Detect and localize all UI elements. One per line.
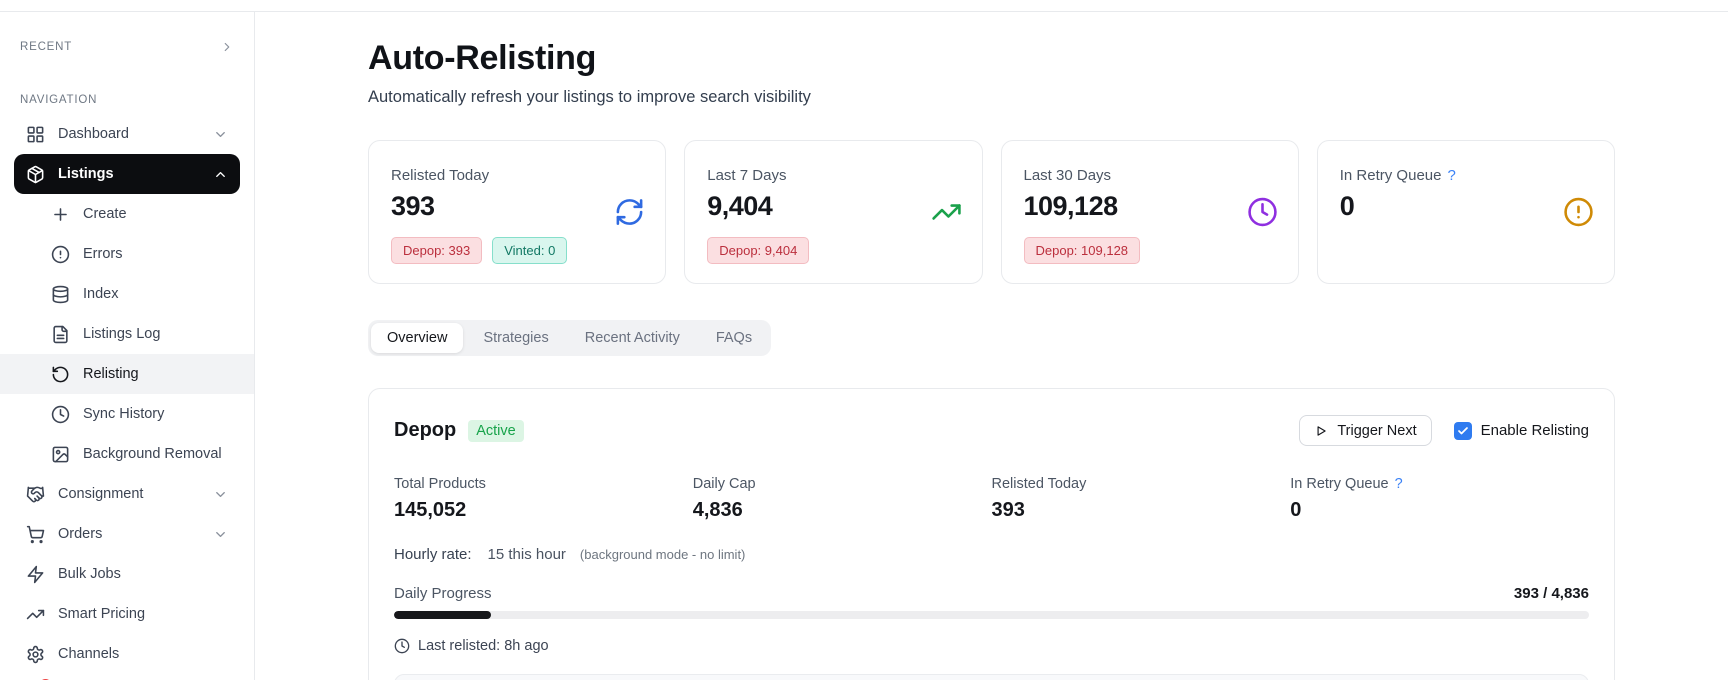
sidebar-item-dashboard[interactable]: Dashboard [14, 114, 240, 154]
depop-count-badge: Depop: 109,128 [1023, 237, 1141, 264]
tab-faqs[interactable]: FAQs [715, 330, 753, 346]
sidebar-item-listings-log[interactable]: Listings Log [14, 314, 240, 354]
alert-circle-icon [51, 245, 70, 263]
sidebar-item-sync-history[interactable]: Sync History [14, 394, 240, 434]
chevron-down-icon [213, 487, 228, 502]
daily-progress-label: Daily Progress [394, 585, 492, 602]
sidebar-item-bulk-jobs[interactable]: Bulk Jobs [14, 554, 240, 594]
rotate-ccw-icon [52, 366, 69, 382]
hourly-rate-value: 15 this hour [487, 546, 566, 563]
shopping-cart-icon [26, 525, 45, 543]
sidebar-item-smart-pricing[interactable]: Smart Pricing [14, 594, 240, 634]
sidebar-item-chat[interactable]: 5 Chat [14, 674, 240, 680]
tab-strategies[interactable]: Strategies [483, 330, 549, 346]
sidebar-item-channels[interactable]: Channels [14, 634, 240, 674]
sidebar-item-consignment[interactable]: Consignment [14, 474, 240, 514]
depop-panel: Depop Active Trigger Next Enable Relisti… [368, 388, 1615, 680]
chat-unread-badge: 5 [37, 676, 54, 680]
last-relisted-row: Last relisted: 8h ago [394, 638, 1589, 654]
handshake-icon [26, 486, 45, 502]
navigation-section-label: NAVIGATION [20, 94, 98, 106]
daily-progress-fill [394, 611, 492, 619]
clock-icon [394, 638, 410, 654]
stat-card-in-retry-queue: In Retry Queue ? 0 [1316, 140, 1615, 284]
stat-card-value: 0 [1339, 191, 1355, 221]
dashboard-grid-icon [27, 126, 44, 142]
stat-card-label: Relisted Today [391, 167, 490, 184]
enable-relisting-toggle[interactable]: Enable Relisting [1453, 421, 1589, 440]
recent-expand-chevron-right-icon[interactable] [220, 40, 234, 54]
top-divider [0, 0, 1728, 12]
package-icon [27, 165, 44, 183]
zap-icon [27, 565, 44, 583]
sidebar-item-index[interactable]: Index [14, 274, 240, 314]
stat-cards: Relisted Today 393 Depop: 393 Vinted: 0 … [368, 140, 1615, 284]
refresh-icon [614, 197, 645, 228]
panel-stat-relisted-today: Relisted Today 393 [991, 476, 1087, 521]
panel-stat-in-retry-queue: In Retry Queue ? 0 [1290, 476, 1403, 521]
enable-relisting-label: Enable Relisting [1480, 422, 1589, 439]
play-icon [1317, 425, 1327, 436]
depop-count-badge: Depop: 9,404 [707, 237, 810, 264]
trending-up-icon [931, 197, 962, 228]
stat-card-last-30-days: Last 30 Days 109,128 Depop: 109,128 [1000, 140, 1299, 284]
file-text-icon [53, 325, 68, 343]
help-question-icon[interactable]: ? [1447, 167, 1456, 184]
vinted-count-badge: Vinted: 0 [492, 237, 568, 264]
stat-card-relisted-today: Relisted Today 393 Depop: 393 Vinted: 0 [368, 140, 667, 284]
tab-bar: Overview Strategies Recent Activity FAQs [368, 320, 772, 356]
stat-card-label: Last 7 Days [707, 167, 787, 184]
trending-up-icon [26, 609, 45, 619]
image-icon [52, 446, 69, 462]
help-question-icon[interactable]: ? [1394, 476, 1403, 492]
panel-title: Depop [394, 419, 457, 441]
chevron-up-icon [213, 167, 228, 182]
stat-card-value: 393 [391, 191, 435, 221]
hourly-rate-note: (background mode - no limit) [579, 547, 746, 562]
panel-stat-daily-cap: Daily Cap 4,836 [692, 476, 756, 521]
depop-count-badge: Depop: 393 [391, 237, 483, 264]
sidebar-item-background-removal[interactable]: Background Removal [14, 434, 240, 474]
stat-card-value: 109,128 [1023, 191, 1119, 221]
plus-icon [54, 207, 67, 221]
panel-stats: Total Products 145,052 Daily Cap 4,836 R… [394, 476, 1589, 522]
tab-recent-activity[interactable]: Recent Activity [584, 330, 680, 346]
panel-stat-total-products: Total Products 145,052 [394, 476, 486, 521]
alert-circle-icon [1563, 197, 1594, 228]
page-title: Auto-Relisting [368, 39, 597, 77]
gear-icon [27, 645, 44, 663]
database-icon [52, 285, 69, 303]
recent-section-label: RECENT [20, 41, 73, 53]
tab-overview[interactable]: Overview [371, 323, 464, 353]
hourly-rate-label: Hourly rate: [394, 546, 472, 563]
checkbox-checked-icon[interactable] [1453, 421, 1472, 440]
sidebar-item-listings[interactable]: Listings [14, 154, 240, 194]
stat-card-value: 9,404 [707, 191, 773, 221]
stat-card-label: Last 30 Days [1023, 167, 1112, 184]
sidebar-item-errors[interactable]: Errors [14, 234, 240, 274]
page-subtitle: Automatically refresh your listings to i… [368, 88, 811, 106]
last-relisted-text: Last relisted: 8h ago [418, 638, 549, 654]
sidebar-item-orders[interactable]: Orders [14, 514, 240, 554]
sidebar: RECENT NAVIGATION Dashboard Listings Cre… [0, 12, 255, 680]
main-content: Auto-Relisting Automatically refresh you… [255, 12, 1728, 680]
sidebar-item-create[interactable]: Create [14, 194, 240, 234]
chevron-down-icon [213, 527, 228, 542]
status-badge: Active [468, 419, 524, 442]
daily-progress-count: 393 / 4,836 [1513, 585, 1589, 602]
trigger-next-button[interactable]: Trigger Next [1299, 415, 1432, 446]
clock-icon [51, 405, 70, 423]
hourly-rate-row: Hourly rate: 15 this hour (background mo… [394, 546, 1589, 563]
stat-card-last-7-days: Last 7 Days 9,404 Depop: 9,404 [684, 140, 983, 284]
chevron-down-icon [213, 127, 228, 142]
panel-sub-section [394, 674, 1589, 680]
sidebar-item-relisting[interactable]: Relisting [0, 354, 254, 394]
clock-icon [1247, 197, 1278, 228]
daily-progress-bar [394, 611, 1589, 619]
stat-card-label: In Retry Queue [1339, 167, 1442, 184]
